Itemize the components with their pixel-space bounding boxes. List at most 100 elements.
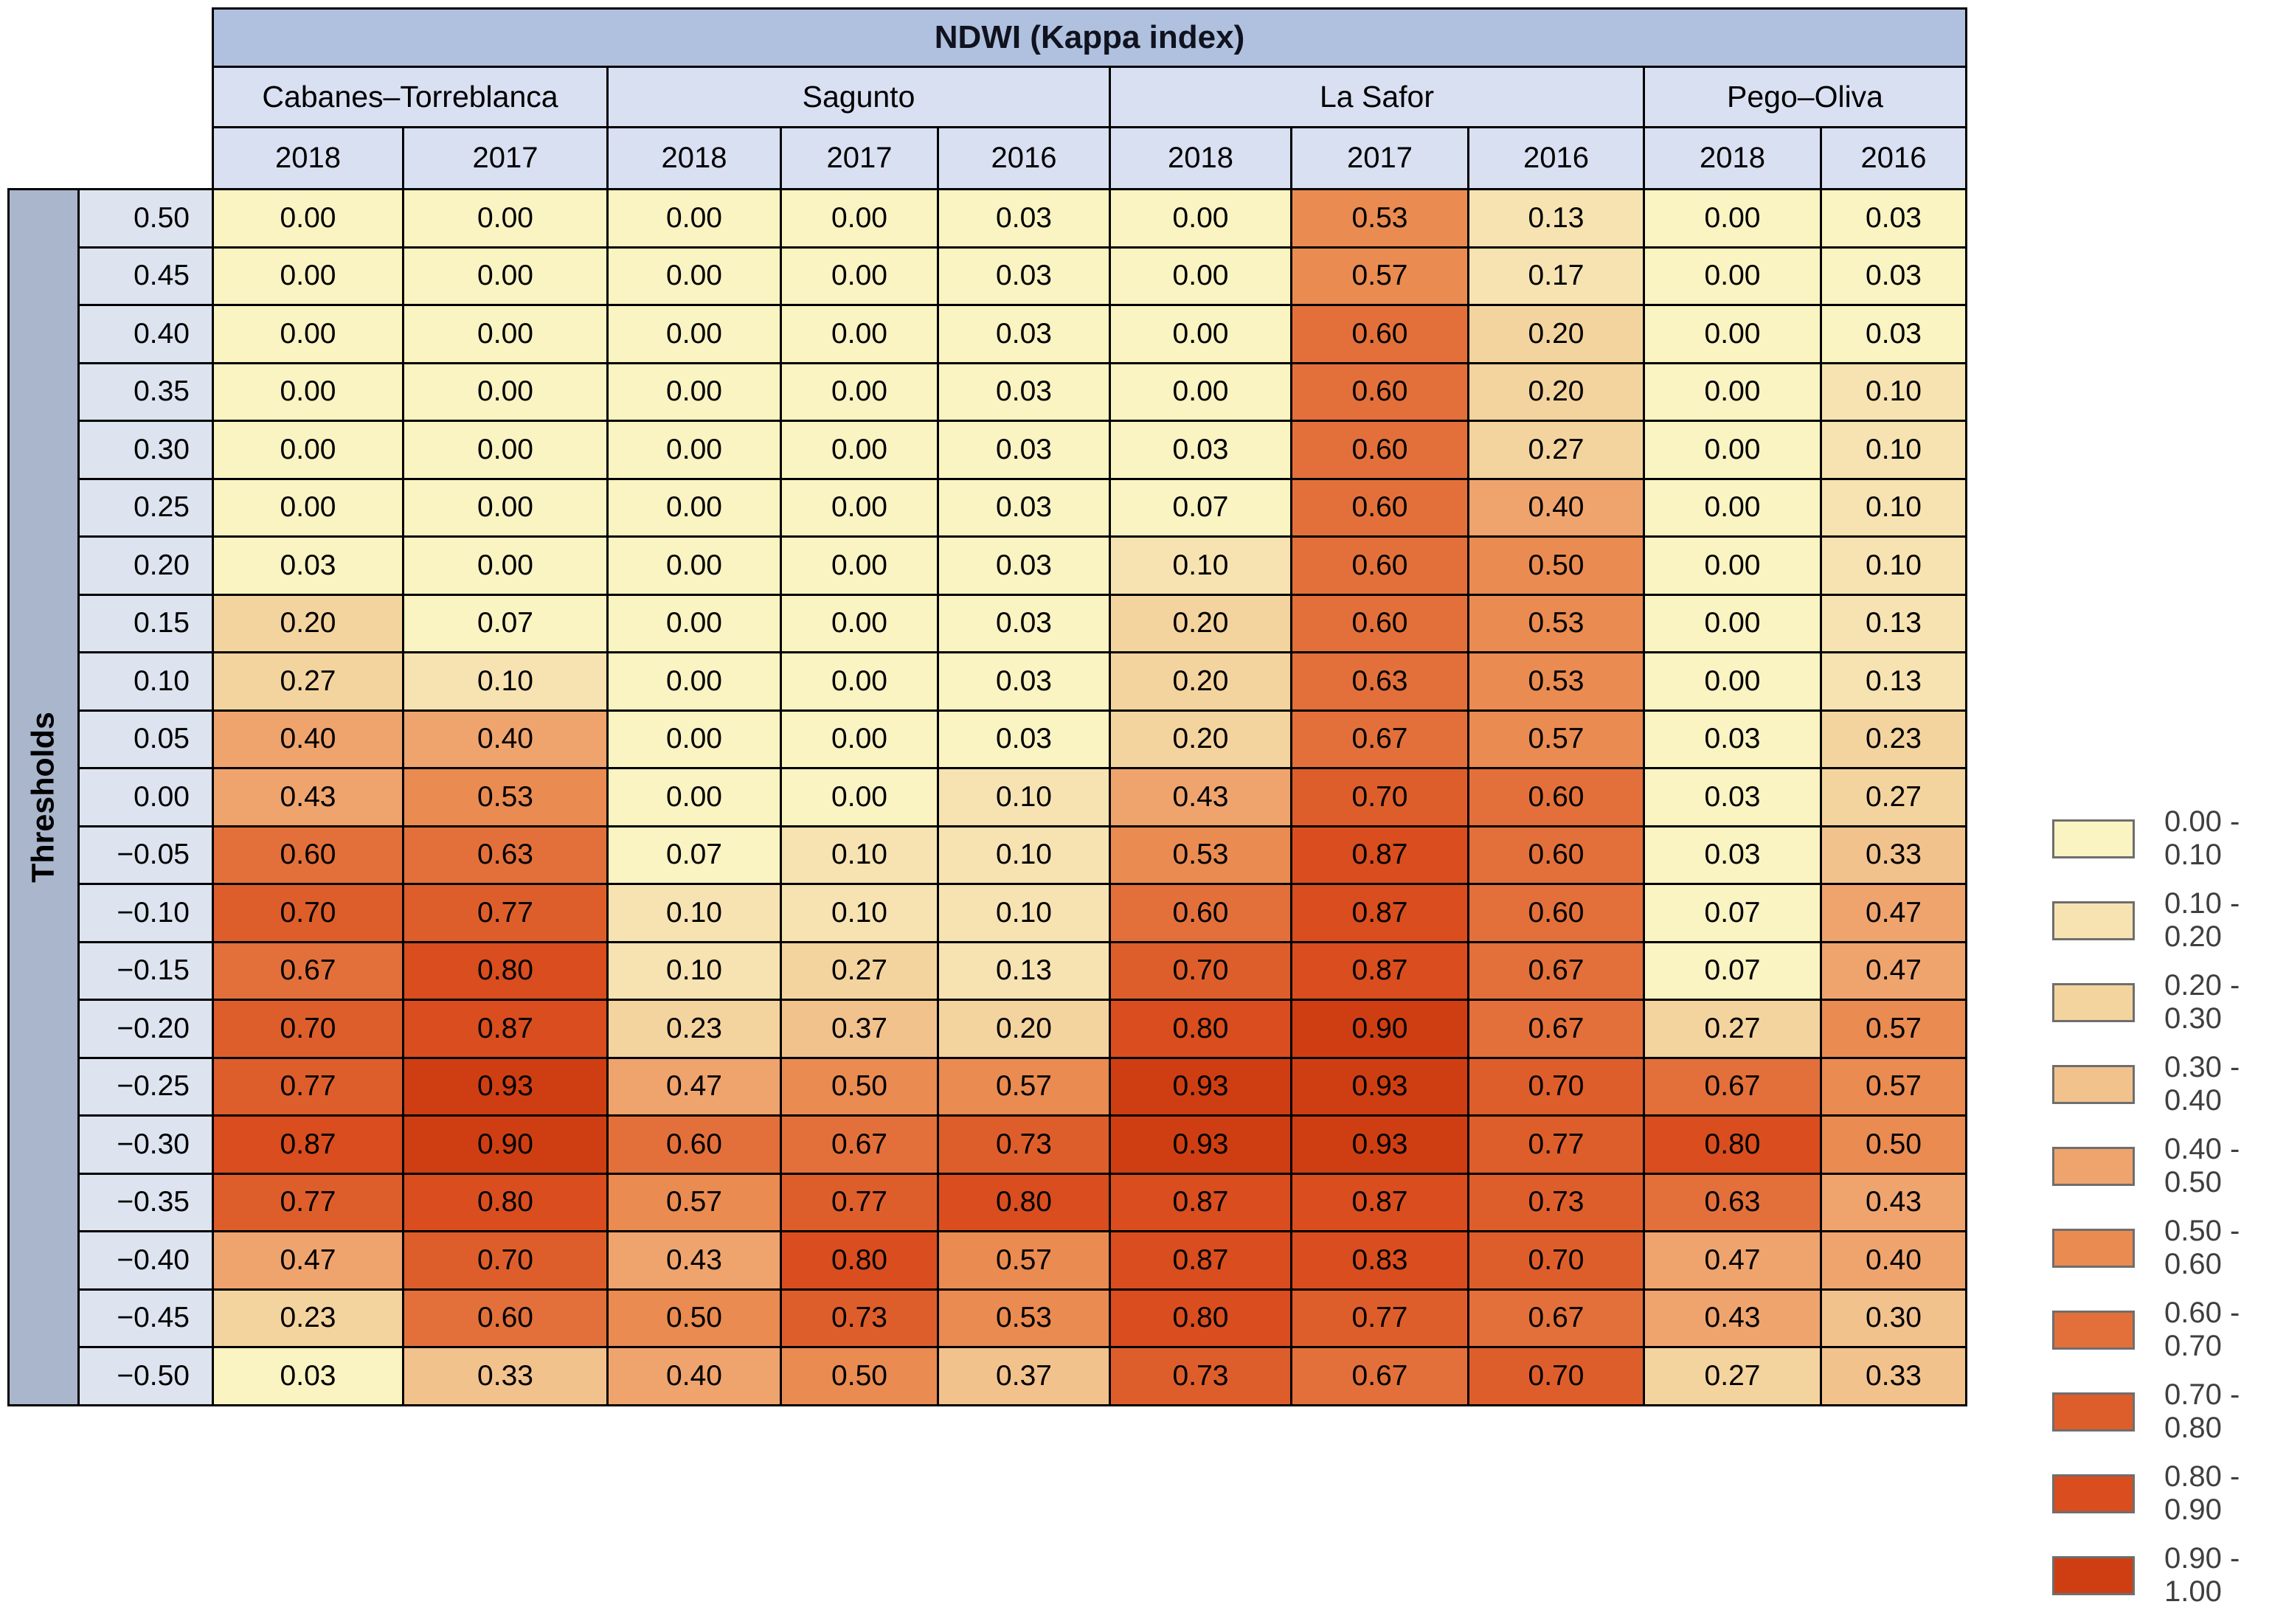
kappa-cell: 0.00 [1643,361,1822,422]
kappa-cell: 0.00 [212,361,404,422]
kappa-cell: 0.60 [212,825,404,885]
threshold-value: −0.20 [77,999,214,1059]
kappa-cell: 0.47 [212,1230,404,1291]
kappa-cell: 0.27 [1467,420,1645,480]
site-header-3: La Safor [1109,66,1645,128]
kappa-cell: 0.10 [606,883,782,943]
kappa-cell: 0.00 [1109,246,1292,306]
kappa-cell: 0.33 [1820,1346,1967,1406]
kappa-cell: 0.27 [212,651,404,712]
kappa-cell: 0.00 [780,709,939,769]
kappa-cell: 0.43 [606,1230,782,1291]
kappa-cell: 0.03 [937,709,1111,769]
legend-swatch [2052,1064,2135,1104]
kappa-cell: 0.03 [937,651,1111,712]
legend-item: 0.30 - 0.40 [2052,1051,2272,1117]
kappa-cell: 0.50 [780,1056,939,1117]
kappa-cell: 0.67 [1290,1346,1469,1406]
kappa-cell: 0.63 [1290,651,1469,712]
legend-label: 0.30 - 0.40 [2164,1051,2240,1117]
kappa-cell: 0.87 [1109,1230,1292,1291]
kappa-cell: 0.00 [606,709,782,769]
year-header-row: 2018 2017 2018 2017 2016 2018 2017 2016 2018 2016 [8,126,1967,190]
legend-swatch [2052,982,2135,1022]
kappa-cell: 0.00 [606,304,782,364]
kappa-cell: 0.77 [212,1056,404,1117]
kappa-cell: 0.03 [937,420,1111,480]
legend-label: 0.90 - 1.00 [2164,1542,2240,1608]
legend-swatch [2052,819,2135,858]
kappa-cell: 0.10 [1820,361,1967,422]
kappa-cell: 0.93 [1109,1056,1292,1117]
kappa-cell: 0.07 [1643,940,1822,1001]
kappa-cell: 0.60 [1290,361,1469,422]
kappa-cell: 0.00 [212,420,404,480]
kappa-cell: 0.43 [212,767,404,827]
threshold-value: −0.50 [77,1346,214,1406]
table-row: 0.45 0.00 0.00 0.00 0.00 0.03 0.00 0.57 0.17 0.00… [9,246,1967,306]
kappa-cell: 0.67 [1467,940,1645,1001]
kappa-cell: 0.17 [1467,246,1645,306]
kappa-cell: 0.00 [402,246,609,306]
table-row: −0.20 0.70 0.87 0.23 0.37 0.20 0.80 0.90 0.67 0.2… [9,999,1967,1059]
kappa-cell: 0.20 [1467,361,1645,422]
kappa-cell: 0.00 [1109,361,1292,422]
kappa-cell: 0.70 [212,999,404,1059]
kappa-cell: 0.00 [402,304,609,364]
kappa-cell: 0.23 [606,999,782,1059]
kappa-cell: 0.60 [1467,825,1645,885]
kappa-cell: 0.00 [780,188,939,249]
kappa-cell: 0.67 [1643,1056,1822,1117]
table-row: −0.05 0.60 0.63 0.07 0.10 0.10 0.53 0.87 0.60 0.0… [9,825,1967,885]
kappa-cell: 0.00 [606,188,782,249]
kappa-cell: 0.87 [1290,825,1469,885]
site-header-4: Pego–Oliva [1643,66,1967,128]
legend-item: 0.10 - 0.20 [2052,887,2272,954]
kappa-cell: 0.40 [1467,477,1645,538]
table-row: 0.05 0.40 0.40 0.00 0.00 0.03 0.20 0.67 0.57 0.03… [9,709,1967,769]
legend-label: 0.00 - 0.10 [2164,805,2240,871]
kappa-cell: 0.60 [606,1114,782,1175]
kappa-cell: 0.00 [780,535,939,596]
year-header: 2017 [402,126,609,190]
table-row: −0.15 0.67 0.80 0.10 0.27 0.13 0.70 0.87 0.67 0.0… [9,940,1967,1001]
kappa-cell: 0.10 [402,651,609,712]
kappa-cell: 0.00 [212,246,404,306]
kappa-cell: 0.60 [1109,883,1292,943]
kappa-cell: 0.50 [1820,1114,1967,1175]
kappa-cell: 0.87 [212,1114,404,1175]
kappa-cell: 0.67 [212,940,404,1001]
kappa-cell: 0.70 [1467,1346,1645,1406]
kappa-cell: 0.23 [1820,709,1967,769]
table-row: −0.30 0.87 0.90 0.60 0.67 0.73 0.93 0.93 0.77 0.8… [9,1114,1967,1175]
kappa-cell: 0.70 [402,1230,609,1291]
kappa-cell: 0.10 [1820,477,1967,538]
threshold-value: 0.05 [77,709,214,769]
thresholds-axis-label: Thresholds [25,711,61,883]
kappa-cell: 0.87 [1290,1172,1469,1232]
kappa-cell: 0.80 [402,1172,609,1232]
kappa-cell: 0.60 [1290,420,1469,480]
kappa-cell: 0.80 [1109,999,1292,1059]
year-header: 2016 [1820,126,1967,190]
kappa-cell: 0.53 [1290,188,1469,249]
kappa-cell: 0.10 [937,883,1111,943]
kappa-cell: 0.20 [1109,593,1292,653]
kappa-cell: 0.03 [212,1346,404,1406]
kappa-cell: 0.07 [1109,477,1292,538]
kappa-cell: 0.67 [1467,1288,1645,1348]
threshold-value: −0.15 [77,940,214,1001]
header-spacer [8,8,213,67]
table-row: −0.35 0.77 0.80 0.57 0.77 0.80 0.87 0.87 0.73 0.6… [9,1172,1967,1232]
kappa-cell: 0.20 [212,593,404,653]
kappa-cell: 0.50 [1467,535,1645,596]
kappa-cell: 0.07 [402,593,609,653]
legend-item: 0.70 - 0.80 [2052,1378,2272,1445]
kappa-cell: 0.10 [780,825,939,885]
kappa-cell: 0.87 [1290,940,1469,1001]
site-header-2: Sagunto [606,66,1111,128]
kappa-cell: 0.70 [1290,767,1469,827]
legend-swatch [2052,1474,2135,1513]
kappa-cell: 0.27 [1643,999,1822,1059]
kappa-cell: 0.03 [1643,767,1822,827]
